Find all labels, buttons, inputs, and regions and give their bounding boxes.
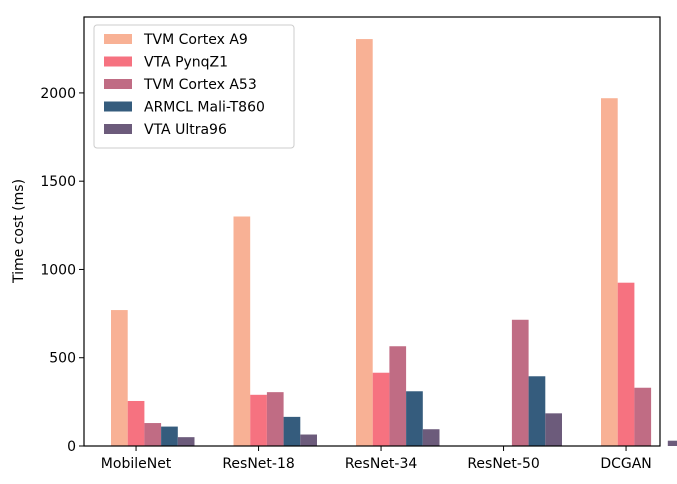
y-tick-label: 1500 xyxy=(40,174,76,190)
bar-mobilenet-3 xyxy=(144,423,162,446)
legend-entry-label: ARMCL Mali-T860 xyxy=(144,100,265,116)
bar-resnet-34-5 xyxy=(422,429,440,446)
bars-layer xyxy=(111,39,677,447)
x-tick-label: ResNet-18 xyxy=(222,456,294,472)
plot-frame xyxy=(83,16,661,447)
y-axis: 0 500 1000 1500 2000 xyxy=(40,86,84,455)
x-tick-label: DCGAN xyxy=(600,456,651,472)
legend-swatch xyxy=(104,79,132,89)
bar-resnet-34-2 xyxy=(372,372,390,446)
legend-swatch xyxy=(104,101,132,112)
legend-entry-label: VTA PynqZ1 xyxy=(144,55,228,71)
bar-resnet-18-3 xyxy=(266,392,284,446)
x-tick-label: MobileNet xyxy=(101,456,172,472)
y-tick-label: 1000 xyxy=(40,262,76,278)
y-axis-label: Time cost (ms) xyxy=(11,179,27,284)
bar-resnet-50-5 xyxy=(545,413,562,446)
legend: TVM Cortex A9 VTA PynqZ1 TVM Cortex A53 ARM… xyxy=(93,24,295,149)
x-tick-label: ResNet-34 xyxy=(345,456,418,472)
x-tick-label: ResNet-50 xyxy=(467,456,539,472)
bar-dcgan-1 xyxy=(601,98,618,447)
legend-entry-label: TVM Cortex A9 xyxy=(143,32,248,48)
bar-resnet-50-3 xyxy=(511,319,529,446)
bar-resnet-34-3 xyxy=(389,346,407,446)
bar-resnet-34-4 xyxy=(406,391,423,446)
legend-swatch xyxy=(104,34,132,44)
bar-mobilenet-5 xyxy=(177,437,195,446)
bar-resnet-34-1 xyxy=(356,39,373,446)
bar-mobilenet-4 xyxy=(161,426,178,446)
y-tick-label: 500 xyxy=(49,351,76,367)
legend-frame xyxy=(93,24,295,149)
legend-swatch xyxy=(104,56,132,67)
bar-resnet-18-5 xyxy=(300,434,317,446)
bar-mobilenet-2 xyxy=(127,400,145,446)
y-tick-label: 2000 xyxy=(40,86,76,102)
x-axis: MobileNet ResNet-18 ResNet-34 ResNet-50 DCGA… xyxy=(101,446,652,472)
bar-resnet-18-2 xyxy=(250,394,267,446)
y-tick-label: 0 xyxy=(67,439,76,455)
bar-resnet-18-1 xyxy=(233,216,251,446)
legend-entry-label: TVM Cortex A53 xyxy=(143,77,257,93)
legend-swatch xyxy=(104,124,132,134)
bar-dcgan-5 xyxy=(667,440,677,446)
bar-dcgan-2 xyxy=(617,282,635,446)
bar-mobilenet-1 xyxy=(111,310,128,446)
bar-resnet-50-4 xyxy=(528,376,546,446)
legend-entry-label: VTA Ultra96 xyxy=(144,122,227,138)
bar-resnet-18-4 xyxy=(283,416,301,446)
bar-dcgan-3 xyxy=(634,387,652,446)
